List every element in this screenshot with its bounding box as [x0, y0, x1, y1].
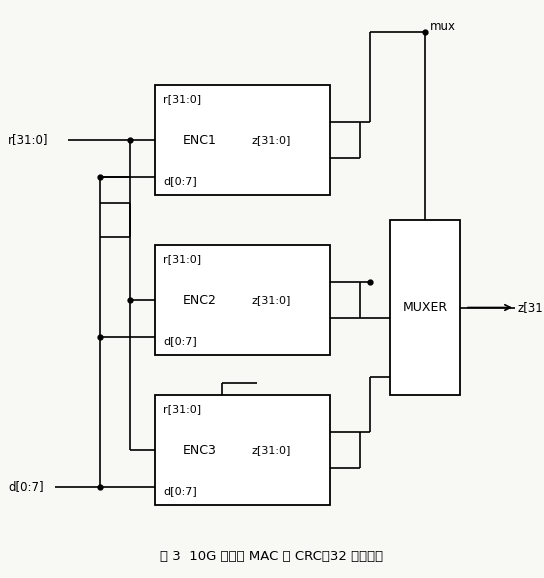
- Text: 图 3  10G 以太网 MAC 层 CRC－32 编解码器: 图 3 10G 以太网 MAC 层 CRC－32 编解码器: [160, 550, 384, 562]
- Text: d[0:7]: d[0:7]: [163, 486, 197, 496]
- Bar: [390, 220, 460, 395]
- Text: r[31:0]: r[31:0]: [163, 254, 201, 264]
- Text: d[0:7]: d[0:7]: [163, 336, 197, 346]
- Text: z[31:0]: z[31:0]: [518, 301, 544, 314]
- Bar: [155, 245, 330, 355]
- Bar: [155, 395, 330, 505]
- Text: r[31:0]: r[31:0]: [163, 94, 201, 104]
- Text: mux: mux: [430, 20, 456, 33]
- Text: ENC3: ENC3: [183, 443, 217, 457]
- Text: z[31:0]: z[31:0]: [251, 445, 290, 455]
- Text: z[31:0]: z[31:0]: [251, 295, 290, 305]
- Text: ENC1: ENC1: [183, 134, 217, 146]
- Text: r[31:0]: r[31:0]: [8, 134, 48, 146]
- Bar: [155, 85, 330, 195]
- Text: d[0:7]: d[0:7]: [8, 480, 44, 494]
- Text: ENC2: ENC2: [183, 294, 217, 306]
- Text: z[31:0]: z[31:0]: [251, 135, 290, 145]
- Text: r[31:0]: r[31:0]: [163, 404, 201, 414]
- Text: MUXER: MUXER: [403, 301, 448, 314]
- Text: d[0:7]: d[0:7]: [163, 176, 197, 186]
